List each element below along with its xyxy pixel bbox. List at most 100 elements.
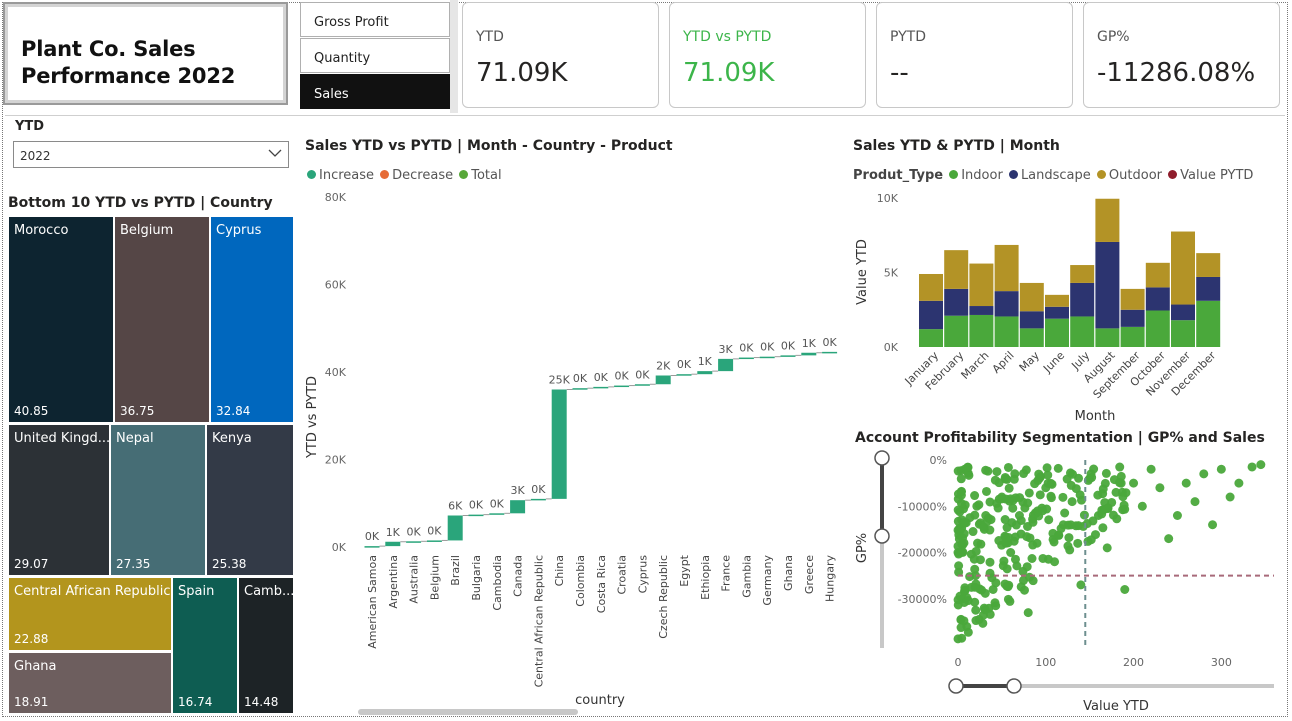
tile-value: 14.48	[244, 695, 279, 709]
scatter-point	[1181, 478, 1191, 488]
stacked-bar-segment	[1171, 320, 1195, 347]
y-axis-title: Value YTD	[855, 239, 870, 305]
tile-name: Morocco	[14, 223, 69, 238]
treemap-tile[interactable]: Cyprus 32.84	[210, 216, 294, 423]
scatter-point	[1199, 469, 1209, 479]
gp-slider-handle-bottom[interactable]	[874, 528, 890, 544]
scatter-point	[1190, 497, 1200, 507]
treemap-tile[interactable]: Camb... 14.48	[238, 577, 294, 714]
x-tick-label: 0	[955, 656, 962, 669]
scatter-point	[985, 557, 995, 567]
scatter-point	[979, 522, 989, 532]
x-tick-label: 100	[1035, 656, 1056, 669]
treemap-tile[interactable]: Ghana 18.91	[8, 652, 172, 714]
scatter-chart: 0% -10000% -20000% -30000% 0 100 200 300 GP% Valu…	[855, 450, 1274, 714]
scatter-point	[1075, 490, 1085, 500]
scatter-point	[992, 498, 1002, 508]
x-tick-label: Hungary	[824, 555, 837, 602]
value-slider-handle-right[interactable]	[1006, 678, 1022, 694]
scatter-point	[953, 466, 963, 476]
scatter-point	[1098, 484, 1108, 494]
scatter-point	[1003, 462, 1013, 472]
tile-value: 40.85	[14, 404, 49, 418]
treemap-tile[interactable]: United Kingd... 29.07	[8, 424, 110, 576]
waterfall-bar	[655, 375, 671, 385]
gross-profit-button[interactable]: Gross Profit	[300, 2, 450, 37]
treemap-tile[interactable]: Central African Republic 22.88	[8, 577, 172, 651]
scatter-point	[1005, 496, 1015, 506]
waterfall-bar	[489, 513, 505, 515]
y-tick-label: 5K	[884, 267, 899, 280]
kpi-label: YTD	[476, 29, 504, 45]
scatter-point	[1058, 492, 1068, 502]
waterfall-bar	[593, 386, 609, 389]
scatter-point	[956, 623, 966, 633]
scatter-point	[1115, 478, 1125, 488]
scatter-point	[955, 507, 965, 517]
scatter-point	[1164, 534, 1174, 544]
data-label: 0K	[781, 339, 796, 352]
stacked-bar-segment	[994, 316, 1019, 347]
scatter-point	[1063, 520, 1073, 530]
legend-dot	[380, 170, 390, 179]
year-slicer-dropdown[interactable]: 2022	[13, 141, 289, 168]
x-tick-label: American Samoa	[366, 555, 379, 649]
gp-slider-handle-top[interactable]	[874, 450, 890, 466]
x-tick-label: Brazil	[449, 555, 462, 586]
tile-value: 27.35	[116, 557, 151, 571]
tile-name: Cyprus	[216, 223, 262, 238]
treemap-tile[interactable]: Kenya 25.38	[206, 424, 294, 576]
data-label: 0K	[739, 342, 754, 355]
x-tick-label: Ethiopia	[699, 555, 712, 600]
y-axis-title: YTD vs PYTD	[305, 376, 320, 459]
tile-name: Ghana	[14, 659, 57, 674]
waterfall-bar	[551, 389, 567, 499]
stacked-bar-segment	[1070, 265, 1095, 283]
chevron-down-icon[interactable]	[268, 147, 282, 161]
scatter-point	[953, 494, 963, 504]
scatter-point	[1015, 493, 1025, 503]
treemap-tile[interactable]: Morocco 40.85	[8, 216, 114, 423]
waterfall-bar	[364, 546, 380, 548]
sales-button[interactable]: Sales	[300, 74, 450, 109]
metric-panel-background	[450, 0, 458, 113]
scatter-point	[1043, 470, 1053, 480]
tile-value: 16.74	[178, 695, 213, 709]
waterfall-bar	[468, 514, 484, 517]
scatter-point	[960, 464, 970, 474]
stacked-bar-segment	[1095, 328, 1120, 347]
data-label: 1K	[386, 526, 401, 539]
report-title-line2: Performance 2022	[21, 64, 236, 88]
x-tick-label: China	[553, 555, 566, 586]
scatter-point	[1102, 543, 1112, 553]
x-axis-title: Month	[1075, 409, 1116, 424]
scatter-point	[1120, 504, 1130, 514]
scatter-point	[1009, 474, 1019, 484]
scatter-point	[1012, 561, 1022, 571]
stacked-bar-segment	[994, 244, 1019, 292]
scatter-point	[990, 475, 1000, 485]
treemap-tile[interactable]: Spain 16.74	[172, 577, 238, 714]
scatter-point	[1019, 469, 1029, 479]
stacked-bar-segment	[969, 314, 994, 347]
stacked-bar-segment	[944, 288, 969, 316]
scatter-point	[990, 598, 1000, 608]
stacked-bar-segment	[944, 250, 969, 289]
scatter-point	[1028, 517, 1038, 527]
value-slider-handle-left[interactable]	[948, 678, 964, 694]
treemap-title: Bottom 10 YTD vs PYTD | Country	[8, 195, 273, 211]
treemap-tile[interactable]: Nepal 27.35	[110, 424, 206, 576]
x-tick-label: Cambodia	[491, 555, 504, 611]
scatter-point	[1247, 462, 1257, 472]
kpi-value: 71.09K	[476, 58, 568, 88]
x-axis-title: Value YTD	[1083, 699, 1149, 714]
horizontal-scrollbar[interactable]	[358, 709, 578, 715]
legend-dot	[949, 170, 959, 179]
scatter-point	[971, 579, 981, 589]
waterfall-bar	[718, 358, 734, 372]
scatter-point	[1097, 505, 1107, 515]
stacked-bar-segment	[1196, 276, 1221, 301]
treemap-tile[interactable]: Belgium 36.75	[114, 216, 210, 423]
scatter-point	[971, 546, 981, 556]
quantity-button[interactable]: Quantity	[300, 38, 450, 73]
